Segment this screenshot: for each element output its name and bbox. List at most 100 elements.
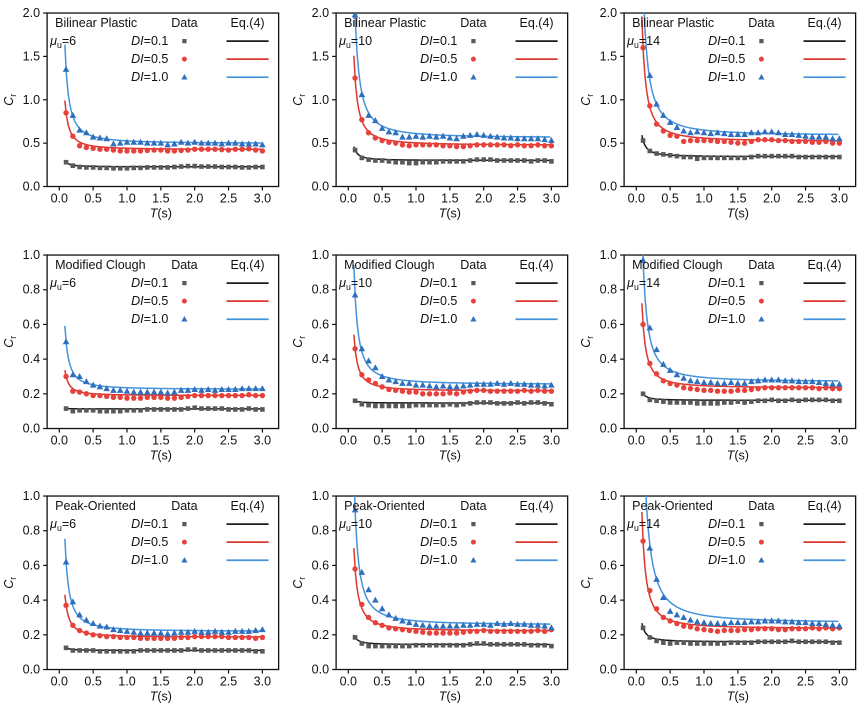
x-tick-label: 3.0 [254,192,271,206]
circle-marker [728,628,735,634]
square-marker [239,406,245,412]
square-marker [528,399,534,405]
legend-item-DI=1.0: DI=1.0 [131,312,168,326]
circle-marker [487,142,493,148]
triangle-marker [364,357,372,364]
circle-marker [715,628,721,635]
square-marker [654,151,660,156]
x-tick-label: 3.0 [254,675,271,689]
triangle-marker [245,140,253,147]
square-marker [104,408,109,414]
triangle-marker [259,384,266,391]
triangle-marker [392,377,399,384]
legend-item-DI=0.1: DI=0.1 [420,34,457,48]
square-marker [205,164,211,169]
triangle-marker [225,629,232,636]
y-tick-label: 0.8 [311,282,328,296]
circle-marker [97,146,103,152]
y-tick-label: 0.8 [600,282,617,296]
square-marker [668,641,673,647]
series-points-DI=0.5 [352,566,554,637]
circle-marker [151,394,157,400]
triangle-marker [110,386,117,393]
square-marker [481,641,486,647]
square-marker [668,399,673,405]
triangle-marker [378,124,386,131]
circle-marker [440,143,446,149]
triangle-marker [513,380,521,387]
legend-header-eq: Eq.(4) [519,16,553,30]
circle-marker [379,622,385,629]
x-tick-label: 3.0 [831,433,848,447]
square-marker [420,159,425,165]
triangle-marker [755,618,762,625]
square-marker [830,154,836,160]
square-marker [379,644,385,649]
triangle-marker [728,130,735,137]
y-tick-label: 0.6 [311,317,328,331]
y-tick-label: 2.0 [311,6,328,20]
legend-header-data: Data [749,258,775,272]
axis-border [335,12,568,188]
circle-marker [252,147,259,153]
triangle-marker [520,135,528,142]
square-marker [823,154,829,160]
square-marker [131,165,137,171]
triangle-marker [714,620,722,627]
square-marker [769,639,775,645]
y-tick-label: 0.4 [23,593,40,607]
legend-header-eq: Eq.(4) [231,16,265,30]
circle-marker [406,389,412,395]
circle-marker [426,390,432,397]
y-axis-label: Cr [579,335,595,347]
triangle-marker [540,136,548,143]
x-tick-label: 3.0 [831,192,848,206]
square-marker [769,153,775,159]
triangle-marker [143,388,151,395]
triangle-marker [728,619,735,626]
y-axis-label: Cr [579,577,595,589]
triangle-marker [466,381,474,388]
square-marker [837,398,843,403]
circle-marker [412,389,419,395]
square-marker [641,138,646,143]
square-marker [440,159,446,164]
square-marker [762,153,768,159]
triangle-marker [110,626,117,633]
triangle-marker [181,315,188,322]
circle-marker [534,387,541,393]
triangle-marker [673,124,681,131]
triangle-marker [452,135,460,142]
triangle-marker [69,370,77,377]
legend-item-DI=1.0: DI=1.0 [708,70,745,84]
triangle-marker [782,618,789,625]
square-marker [641,391,646,396]
mu-label: μu=6 [49,276,76,292]
circle-marker [406,628,412,634]
square-marker [695,400,700,406]
square-marker [70,408,76,414]
triangle-marker [123,387,131,394]
triangle-marker [238,384,246,391]
triangle-marker [761,128,769,135]
triangle-marker [245,384,253,391]
triangle-marker [707,620,715,627]
series-points-DI=0.5 [640,538,843,635]
circle-marker [769,384,775,391]
legend-header-eq: Eq.(4) [808,16,842,30]
circle-marker [789,138,796,145]
circle-marker [759,540,765,545]
triangle-marker [761,376,769,383]
chart-panel-bilinear-mu10: 0.0 0.5 1.0 1.5 2.0 0.0 0.5 1.0 1.5 2.0 2.5 3.0 Cr T(… [289,0,578,242]
triangle-marker [761,617,769,624]
square-marker [151,406,157,412]
x-tick-label: 2.5 [220,433,237,447]
circle-marker [541,143,547,149]
circle-marker [246,146,252,152]
circle-marker [406,143,412,149]
square-marker [399,644,405,649]
triangle-marker [527,381,535,388]
y-tick-label: 1.0 [311,93,328,107]
square-marker [460,401,466,407]
mu-label: μu=14 [626,34,660,50]
